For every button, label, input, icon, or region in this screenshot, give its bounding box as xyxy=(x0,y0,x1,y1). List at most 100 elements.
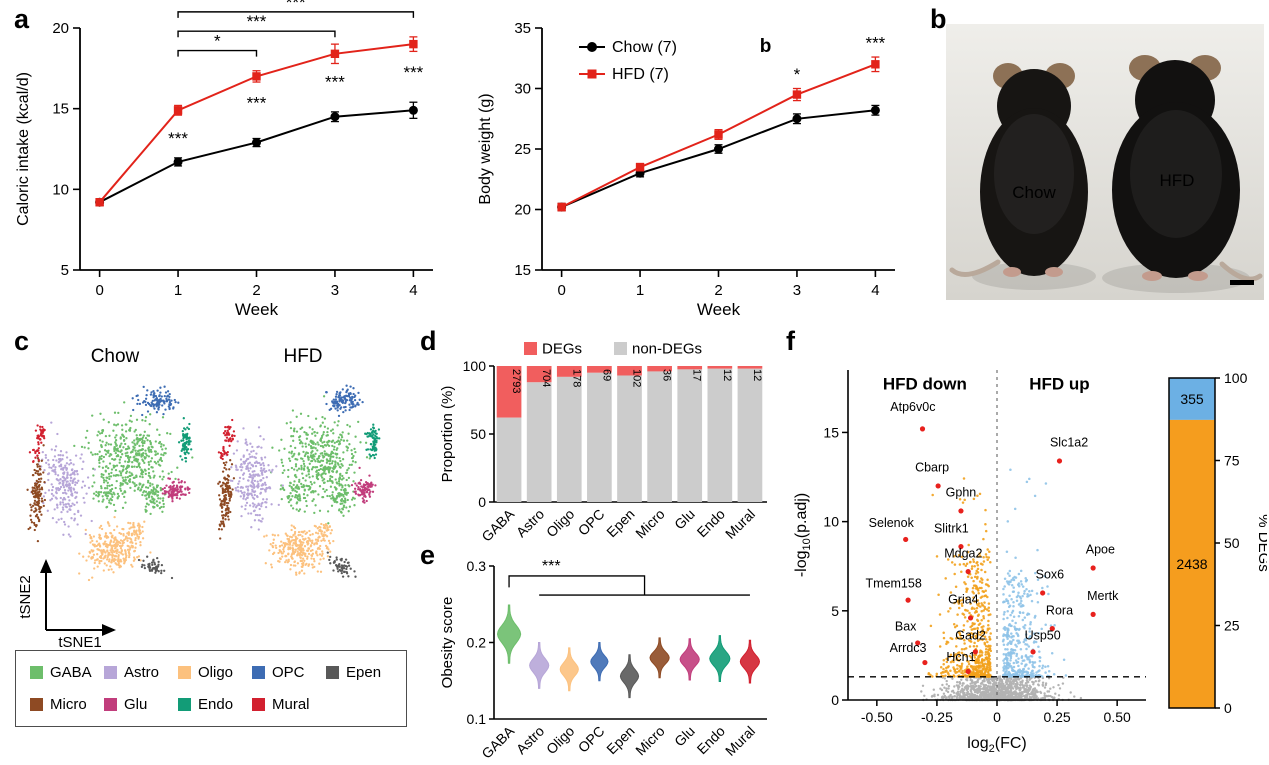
volcano-plot: 0 5 10 15 -0.50 -0.25 0 0.25 0.50 log2(FC) -log10(… xyxy=(788,336,1160,765)
tsne-title-hfd: HFD xyxy=(283,346,323,367)
legend-item-micro: Micro xyxy=(30,696,96,713)
svg-text:15: 15 xyxy=(514,262,531,279)
legend-item-glu: Glu xyxy=(104,696,170,713)
svg-text:***: *** xyxy=(325,73,345,92)
svg-text:20: 20 xyxy=(514,202,531,219)
svg-text:3: 3 xyxy=(793,282,801,299)
panel-label-d: d xyxy=(420,326,437,356)
svg-text:GABA: GABA xyxy=(478,722,517,761)
svg-text:0: 0 xyxy=(557,282,565,299)
svg-text:Micro: Micro xyxy=(632,723,668,759)
svg-text:Caloric intake (kcal/d): Caloric intake (kcal/d) xyxy=(15,72,32,226)
tsne-plot-hfd xyxy=(217,384,381,578)
svg-text:HFD (7): HFD (7) xyxy=(612,66,669,83)
svg-text:Micro: Micro xyxy=(632,506,668,542)
legend-label: OPC xyxy=(272,664,305,681)
svg-text:25: 25 xyxy=(514,141,531,158)
svg-text:30: 30 xyxy=(514,81,531,98)
svg-text:2: 2 xyxy=(714,282,722,299)
svg-text:non-DEGs: non-DEGs xyxy=(632,341,702,358)
panel-label-f: f xyxy=(786,326,795,356)
svg-text:Chow: Chow xyxy=(1012,183,1056,202)
legend-label: Epen xyxy=(346,664,382,681)
legend-swatch xyxy=(178,666,191,679)
tsne-plot-chow xyxy=(26,385,194,582)
legend-item-astro: Astro xyxy=(104,664,170,681)
svg-text:OPC: OPC xyxy=(575,506,608,539)
legend-item-mural: Mural xyxy=(252,696,318,713)
svg-text:DEGs: DEGs xyxy=(542,341,582,358)
svg-text:***: *** xyxy=(247,94,267,113)
svg-text:2793: 2793 xyxy=(510,369,522,393)
svg-text:Epen: Epen xyxy=(603,723,637,757)
legend-swatch xyxy=(178,698,191,711)
legend-swatch xyxy=(104,698,117,711)
svg-text:*: * xyxy=(214,32,221,51)
svg-text:3: 3 xyxy=(331,282,339,299)
svg-text:178: 178 xyxy=(570,369,582,387)
svg-text:15: 15 xyxy=(52,101,69,118)
deg-proportion-chart: DEGs non-DEGs 0 50 100 Proportion (%) 2793 GABA… xyxy=(436,336,771,553)
svg-text:Endo: Endo xyxy=(694,723,729,758)
legend-swatch xyxy=(326,666,339,679)
svg-text:Proportion (%): Proportion (%) xyxy=(439,386,456,483)
svg-text:Oligo: Oligo xyxy=(543,506,578,541)
svg-text:36: 36 xyxy=(661,369,673,381)
legend-swatch xyxy=(30,666,43,679)
legend-label: Micro xyxy=(50,696,87,713)
svg-text:1: 1 xyxy=(174,282,182,299)
svg-text:12: 12 xyxy=(721,369,733,381)
svg-text:OPC: OPC xyxy=(575,723,608,756)
legend-item-epen: Epen xyxy=(326,664,392,681)
svg-text:b: b xyxy=(760,36,772,57)
svg-text:69: 69 xyxy=(600,369,612,381)
panel-label-c: c xyxy=(14,326,30,356)
legend-label: Astro xyxy=(124,664,160,681)
svg-text:***: *** xyxy=(403,63,423,82)
svg-text:tSNE2: tSNE2 xyxy=(17,575,34,618)
svg-text:Epen: Epen xyxy=(603,506,637,540)
legend-swatch xyxy=(252,698,265,711)
legend-label: Mural xyxy=(272,696,310,713)
panel-label-b: b xyxy=(930,4,947,34)
svg-text:50: 50 xyxy=(470,426,486,442)
svg-text:0.3: 0.3 xyxy=(467,558,487,574)
legend-label: Endo xyxy=(198,696,234,713)
svg-text:GABA: GABA xyxy=(478,505,517,544)
svg-text:12: 12 xyxy=(751,369,763,381)
svg-text:Endo: Endo xyxy=(694,506,729,541)
legend-item-endo: Endo xyxy=(178,696,244,713)
svg-text:HFD: HFD xyxy=(1160,171,1195,190)
svg-text:10: 10 xyxy=(52,181,69,198)
svg-text:Mural: Mural xyxy=(722,723,758,759)
svg-text:5: 5 xyxy=(61,262,69,279)
svg-text:Astro: Astro xyxy=(513,506,548,541)
svg-text:0: 0 xyxy=(95,282,103,299)
legend-label: Oligo xyxy=(198,664,234,681)
svg-text:17: 17 xyxy=(691,369,703,381)
panel-label-a: a xyxy=(14,4,30,34)
svg-text:***: *** xyxy=(286,0,306,12)
svg-text:Astro: Astro xyxy=(513,723,548,758)
svg-text:Body weight (g): Body weight (g) xyxy=(477,93,494,204)
svg-text:0: 0 xyxy=(478,494,486,510)
svg-text:1: 1 xyxy=(636,282,644,299)
svg-text:Oligo: Oligo xyxy=(543,723,578,758)
legend-swatch xyxy=(252,666,265,679)
svg-text:35: 35 xyxy=(514,20,531,37)
svg-text:tSNE1: tSNE1 xyxy=(58,634,101,650)
tsne-axes: tSNE2 tSNE1 xyxy=(14,545,129,655)
svg-text:Obesity score: Obesity score xyxy=(439,597,456,689)
svg-text:2: 2 xyxy=(252,282,260,299)
svg-text:*: * xyxy=(794,65,801,84)
obesity-score-violin-chart: 0.1 0.2 0.3 Obesity score GABA Astro Oligo OPC E… xyxy=(436,546,771,765)
svg-text:0.1: 0.1 xyxy=(467,711,487,727)
cell-type-legend: GABA Astro Oligo OPC Epen Micro Glu Endo Mural xyxy=(15,650,407,727)
svg-text:***: *** xyxy=(247,12,267,31)
legend-swatch xyxy=(30,698,43,711)
legend-label: GABA xyxy=(50,664,92,681)
legend-item-oligo: Oligo xyxy=(178,664,244,681)
svg-text:704: 704 xyxy=(540,369,552,387)
